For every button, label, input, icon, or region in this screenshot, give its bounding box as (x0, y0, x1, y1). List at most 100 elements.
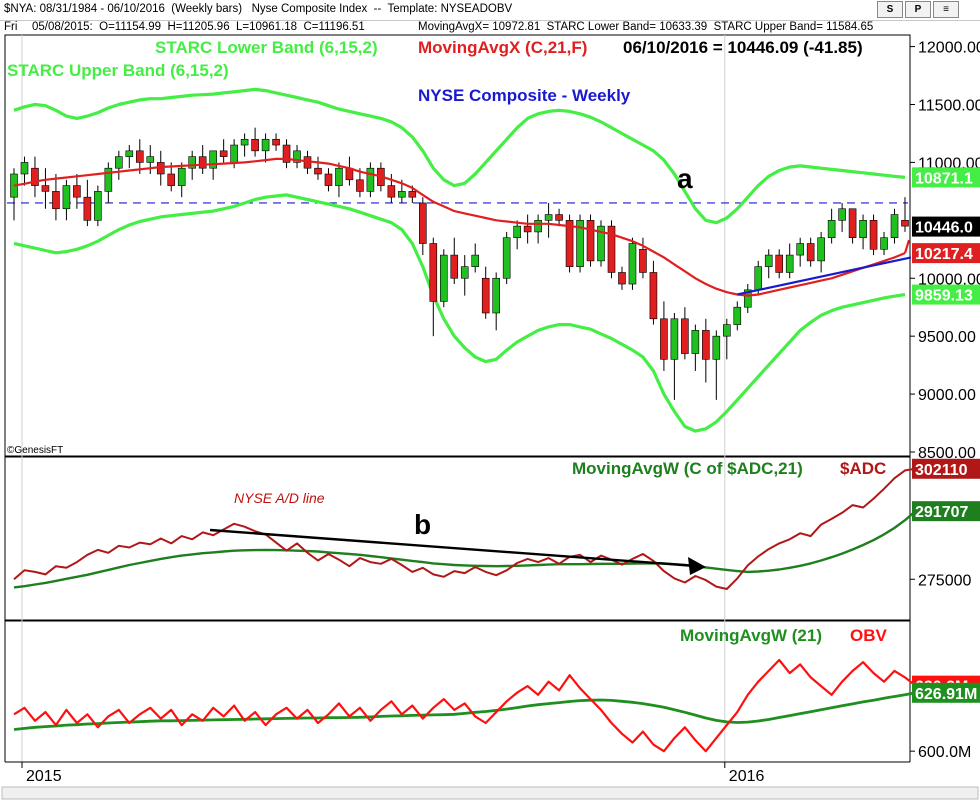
candle-body (649, 272, 658, 320)
candle-body (293, 150, 301, 163)
candle-body (439, 254, 448, 302)
candle-body (450, 254, 459, 279)
candle-body (775, 254, 784, 273)
scroll-strip (1, 786, 979, 800)
candle-body (83, 196, 92, 221)
candle-body (848, 208, 857, 239)
candle-body (586, 220, 595, 262)
obv-tag: 626.91M (915, 686, 977, 703)
candle-body (869, 220, 878, 250)
price-tag-bg (912, 243, 980, 264)
candle-body (817, 237, 825, 262)
obv-moving-average-line (13, 691, 916, 731)
candle-body (754, 266, 763, 291)
candle-body (471, 254, 480, 267)
candle-body (282, 144, 291, 163)
candle-body (62, 185, 71, 210)
ad-tag: 291707 (915, 504, 968, 521)
candle-body (198, 156, 207, 169)
candle-body (167, 173, 176, 186)
candle-body (52, 191, 60, 210)
candle-body (408, 191, 417, 198)
price-tag: 9859.13 (915, 288, 973, 305)
starc-lower-band-line (13, 193, 906, 433)
price-tag-bg (912, 216, 980, 237)
candle-body (618, 272, 626, 285)
price-tag-bg (912, 167, 980, 188)
ad-tag-bg (912, 501, 980, 522)
candle-body (115, 156, 123, 169)
annotation-b: b (414, 509, 431, 540)
day-label: Fri (4, 21, 18, 33)
candle-body (324, 173, 333, 186)
candle-body (722, 324, 731, 337)
candle-body (31, 167, 39, 186)
candle-body (314, 167, 322, 175)
candle-body (534, 220, 542, 233)
divergence-arrow-line (209, 528, 697, 568)
ad-series-label: NYSE A/D line (234, 490, 325, 506)
annotation-a: a (677, 163, 693, 194)
candle-body (890, 214, 899, 239)
price-tag-bg (912, 284, 980, 305)
pane-frame-3 (4, 620, 911, 763)
price-tick-label: 12000.00 (918, 40, 980, 57)
candle-body (146, 156, 155, 163)
candle-body (419, 202, 427, 244)
candle-body (733, 306, 742, 325)
s-button[interactable]: S (877, 1, 903, 18)
candle-body (565, 220, 574, 267)
candle-body (135, 150, 144, 163)
candle-body (513, 225, 521, 239)
price-tick-label: 9000.00 (918, 387, 976, 404)
candle-body (681, 318, 689, 354)
price-tag: 10871.1 (915, 170, 973, 187)
candle-body (639, 248, 647, 273)
ad-line (13, 467, 916, 590)
candle-body (177, 167, 186, 186)
candle-body (240, 138, 249, 146)
p-button[interactable]: P (905, 1, 931, 18)
candle-body (125, 150, 134, 157)
candle-body (859, 220, 867, 239)
candle-body (764, 254, 773, 267)
candle-body (272, 138, 280, 146)
x-tick-label: 2015 (26, 768, 62, 785)
candle-body (104, 167, 113, 192)
candle-body (219, 150, 228, 157)
candle-body (880, 237, 888, 250)
menu-button[interactable]: ≡ (933, 1, 959, 18)
candle-body (94, 191, 102, 221)
legend-starc-upper: STARC Upper Band (6,15,2) (7, 61, 229, 80)
ad-tag: 302110 (915, 462, 968, 479)
candle-body (366, 167, 375, 192)
candle-body (597, 225, 605, 262)
candle-body (261, 138, 270, 152)
legend-ad-moving-average: MovingAvgW (C of $ADC,21) (572, 459, 803, 478)
candle-body (41, 185, 50, 192)
candle-body (492, 277, 500, 314)
ad-moving-average-line (13, 510, 917, 589)
moving-average-extension (903, 239, 911, 254)
candle-body (335, 167, 343, 186)
window-header: $NYA: 08/31/1984 - 06/10/2016 (Weekly ba… (0, 0, 980, 21)
candle-body (806, 243, 815, 262)
obv-tick-label: 600.0M (918, 744, 971, 761)
candle-body (628, 243, 637, 285)
candle-body (523, 225, 532, 233)
candle-body (481, 277, 490, 314)
ma-band-readout: MovingAvgX= 10972.81 STARC Lower Band= 1… (418, 21, 874, 33)
candle-body (188, 156, 196, 169)
price-tick-label: 8500.00 (918, 445, 976, 462)
candle-body (660, 318, 668, 360)
candle-body (230, 144, 238, 163)
price-tick-label: 10000.00 (918, 271, 980, 288)
watermark: ©GenesisFT (7, 445, 63, 456)
candle-body (73, 185, 81, 198)
x-tick-label: 2016 (729, 768, 765, 785)
candle-body (502, 237, 511, 279)
price-tag: 10217.4 (915, 246, 973, 263)
candle-body (607, 225, 616, 273)
ad-tag-bg (912, 458, 980, 479)
